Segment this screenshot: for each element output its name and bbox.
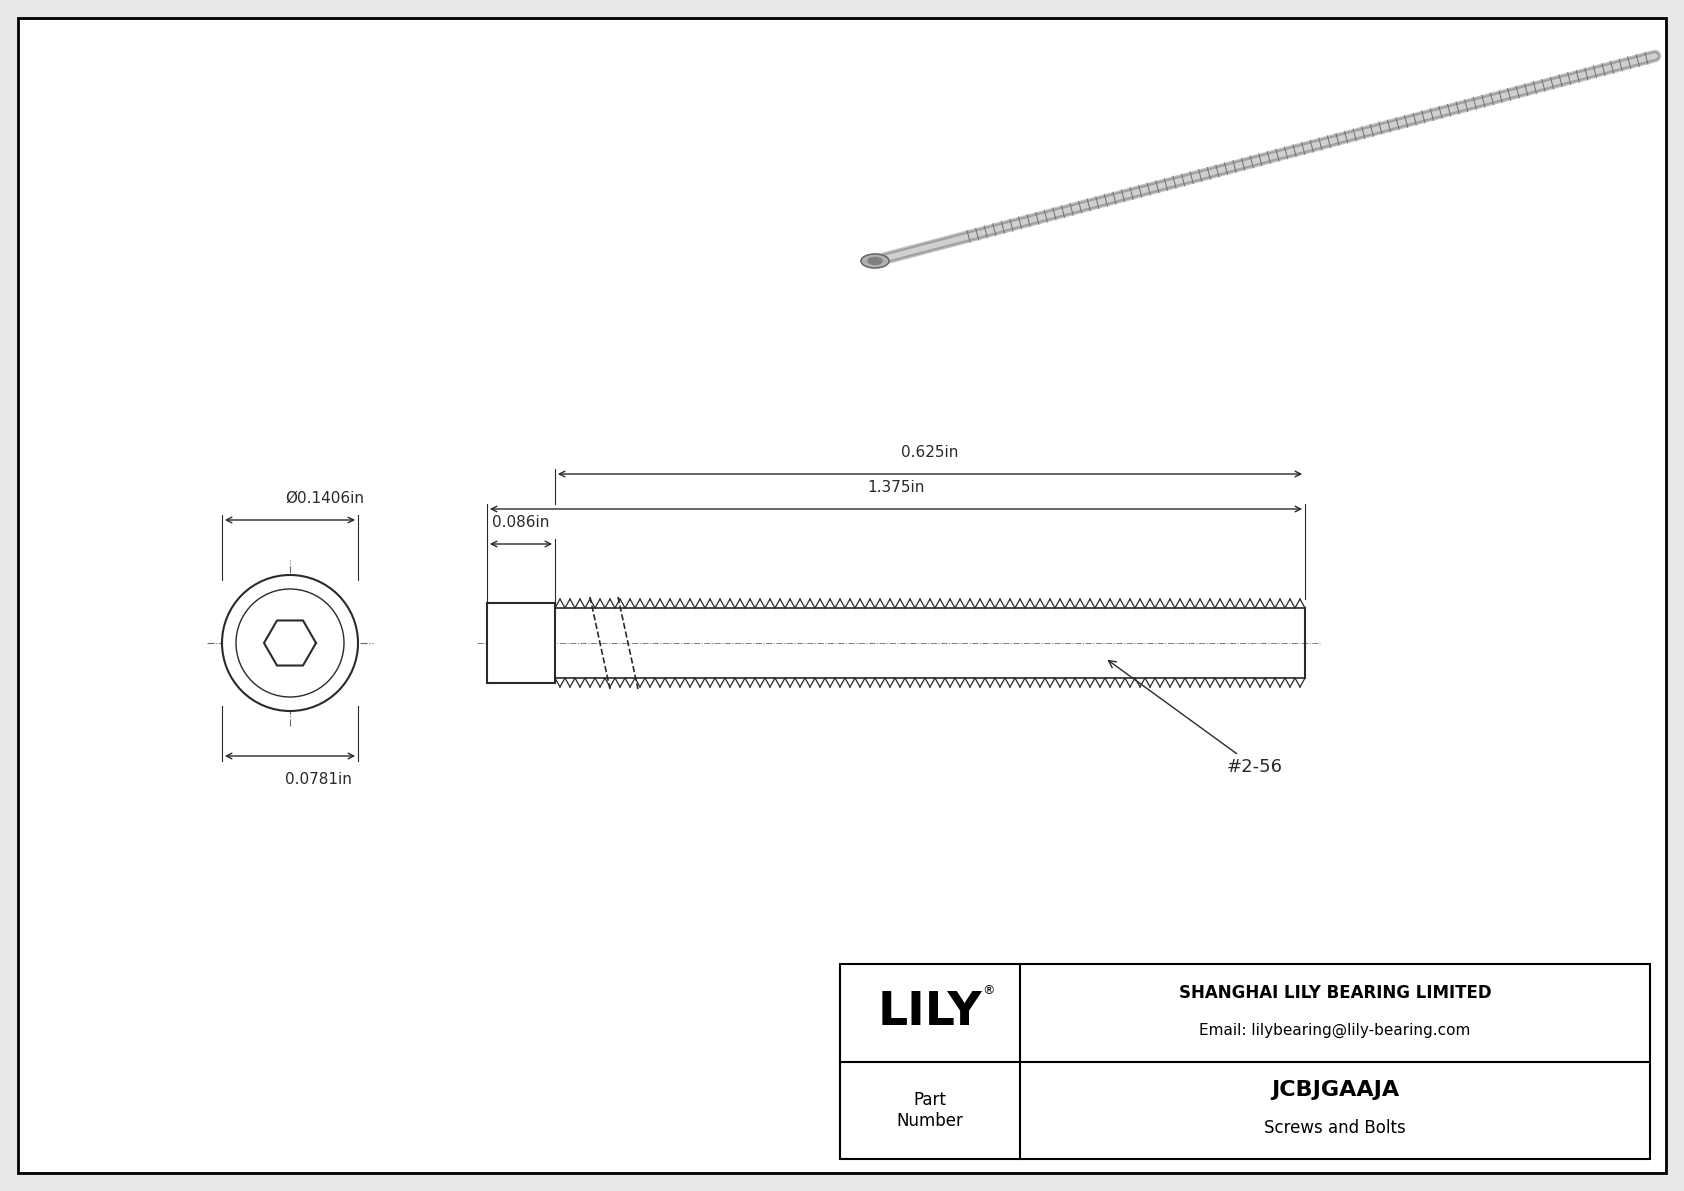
Text: SHANGHAI LILY BEARING LIMITED: SHANGHAI LILY BEARING LIMITED [1179,984,1492,1002]
Text: Ø0.1406in: Ø0.1406in [285,491,364,506]
Bar [840,964,1650,1159]
Circle shape [222,575,359,711]
Text: #2-56: #2-56 [1108,661,1283,777]
Text: Screws and Bolts: Screws and Bolts [1265,1120,1406,1137]
Text: 0.086in: 0.086in [492,515,549,530]
Text: JCBJGAAJA: JCBJGAAJA [1271,1080,1399,1100]
Ellipse shape [867,257,882,264]
Text: 0.625in: 0.625in [901,445,958,460]
Text: LILY: LILY [877,990,982,1035]
Ellipse shape [861,254,889,268]
Text: Part
Number: Part Number [896,1091,963,1129]
Text: 0.0781in: 0.0781in [285,772,352,787]
Circle shape [236,590,344,697]
Text: ®: ® [982,984,994,997]
Bar [487,603,556,682]
Text: 1.375in: 1.375in [867,480,925,495]
FancyBboxPatch shape [19,18,1665,1173]
Text: Email: lilybearing@lily-bearing.com: Email: lilybearing@lily-bearing.com [1199,1023,1470,1039]
